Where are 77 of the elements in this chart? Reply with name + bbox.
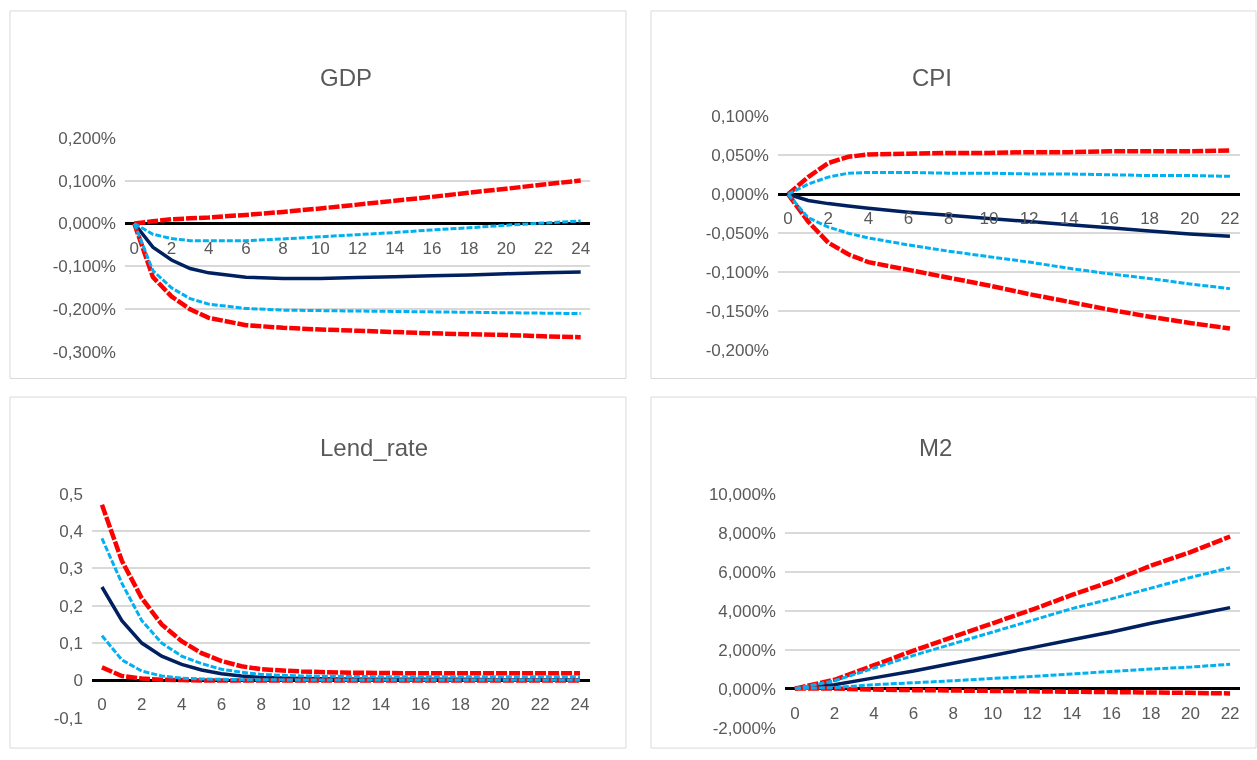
x-tick-label: 0: [790, 703, 800, 723]
y-tick-label: -0,200%: [52, 300, 116, 320]
y-tick-label: 4,000%: [718, 601, 776, 621]
x-tick-label: 20: [1180, 209, 1200, 229]
x-tick-label: 12: [348, 238, 367, 258]
y-tick-label: 0,2: [59, 596, 83, 616]
y-tick-label: 0,100%: [58, 171, 116, 191]
x-tick-label: 18: [451, 695, 470, 715]
x-tick-label: 4: [869, 703, 879, 723]
y-tick-label: -0,100%: [52, 257, 116, 277]
chart-title: GDP: [320, 64, 373, 91]
x-tick-label: 4: [176, 695, 187, 715]
x-tick-label: 24: [571, 238, 591, 258]
x-tick-label: 2: [829, 703, 840, 723]
x-tick-label: 8: [278, 238, 288, 258]
x-tick-label: 14: [385, 238, 405, 258]
y-tick-label: 6,000%: [718, 562, 776, 582]
x-tick-label: 10: [983, 703, 1003, 723]
x-tick-label: 14: [371, 695, 391, 715]
x-tick-label: 16: [422, 238, 442, 258]
x-tick-label: 6: [903, 209, 914, 229]
y-tick-label: 0,1: [59, 634, 83, 654]
y-tick-label: 0,200%: [58, 128, 116, 148]
x-tick-label: 0: [783, 209, 793, 229]
x-tick-label: 2: [166, 238, 177, 258]
y-tick-label: -0,200%: [705, 341, 769, 361]
x-tick-label: 22: [1220, 209, 1240, 229]
y-tick-label: 0,100%: [711, 107, 769, 127]
y-tick-label: -0,050%: [705, 224, 769, 244]
y-tick-label: -0,300%: [52, 343, 116, 363]
x-tick-label: 16: [411, 695, 431, 715]
x-tick-label: 20: [496, 238, 516, 258]
y-tick-label: 0,050%: [711, 146, 769, 166]
x-tick-label: 12: [331, 695, 351, 715]
x-tick-label: 24: [570, 695, 590, 715]
y-tick-label: 2,000%: [718, 640, 776, 660]
y-tick-label: 0,4: [59, 521, 83, 541]
y-tick-label: 0: [73, 671, 83, 691]
x-tick-label: 4: [203, 238, 214, 258]
y-tick-label: 0,000%: [711, 185, 769, 205]
x-tick-label: 14: [1062, 703, 1082, 723]
x-tick-label: 12: [1022, 703, 1042, 723]
x-tick-label: 8: [948, 703, 958, 723]
x-tick-label: 18: [1141, 703, 1161, 723]
line-series: [100, 536, 582, 679]
y-tick-label: 0,000%: [58, 214, 116, 234]
x-tick-label: 20: [1181, 703, 1200, 723]
x-tick-label: 2: [823, 209, 833, 229]
y-tick-label: -2,000%: [712, 718, 776, 738]
x-tick-label: 10: [291, 695, 311, 715]
x-tick-label: 20: [490, 695, 510, 715]
x-tick-label: 6: [241, 238, 251, 258]
x-tick-label: 22: [1220, 703, 1240, 723]
y-tick-label: 0,000%: [718, 679, 776, 699]
chart-title: CPI: [912, 64, 953, 91]
x-tick-label: 16: [1099, 209, 1119, 229]
x-tick-label: 2: [137, 695, 147, 715]
x-tick-label: 16: [1101, 703, 1121, 723]
x-tick-label: 4: [863, 209, 874, 229]
x-tick-label: 22: [534, 238, 553, 258]
x-tick-label: 8: [256, 695, 267, 715]
x-tick-label: 18: [459, 238, 479, 258]
y-tick-label: -0,150%: [705, 302, 769, 322]
x-tick-label: 10: [310, 238, 330, 258]
x-tick-label: 18: [1140, 209, 1160, 229]
y-tick-label: 8,000%: [718, 523, 776, 543]
y-tick-label: 0,3: [59, 559, 83, 579]
x-tick-label: 0: [129, 238, 140, 258]
y-tick-label: 10,000%: [708, 484, 776, 504]
chart-title: M2: [919, 434, 953, 461]
chart-title: Lend_rate: [320, 434, 429, 461]
y-tick-label: -0,100%: [705, 263, 769, 283]
y-tick-label: 0,5: [59, 484, 83, 504]
x-tick-label: 6: [908, 703, 919, 723]
x-tick-label: 6: [216, 695, 227, 715]
y-tick-label: -0,1: [53, 708, 83, 728]
x-tick-label: 22: [530, 695, 550, 715]
